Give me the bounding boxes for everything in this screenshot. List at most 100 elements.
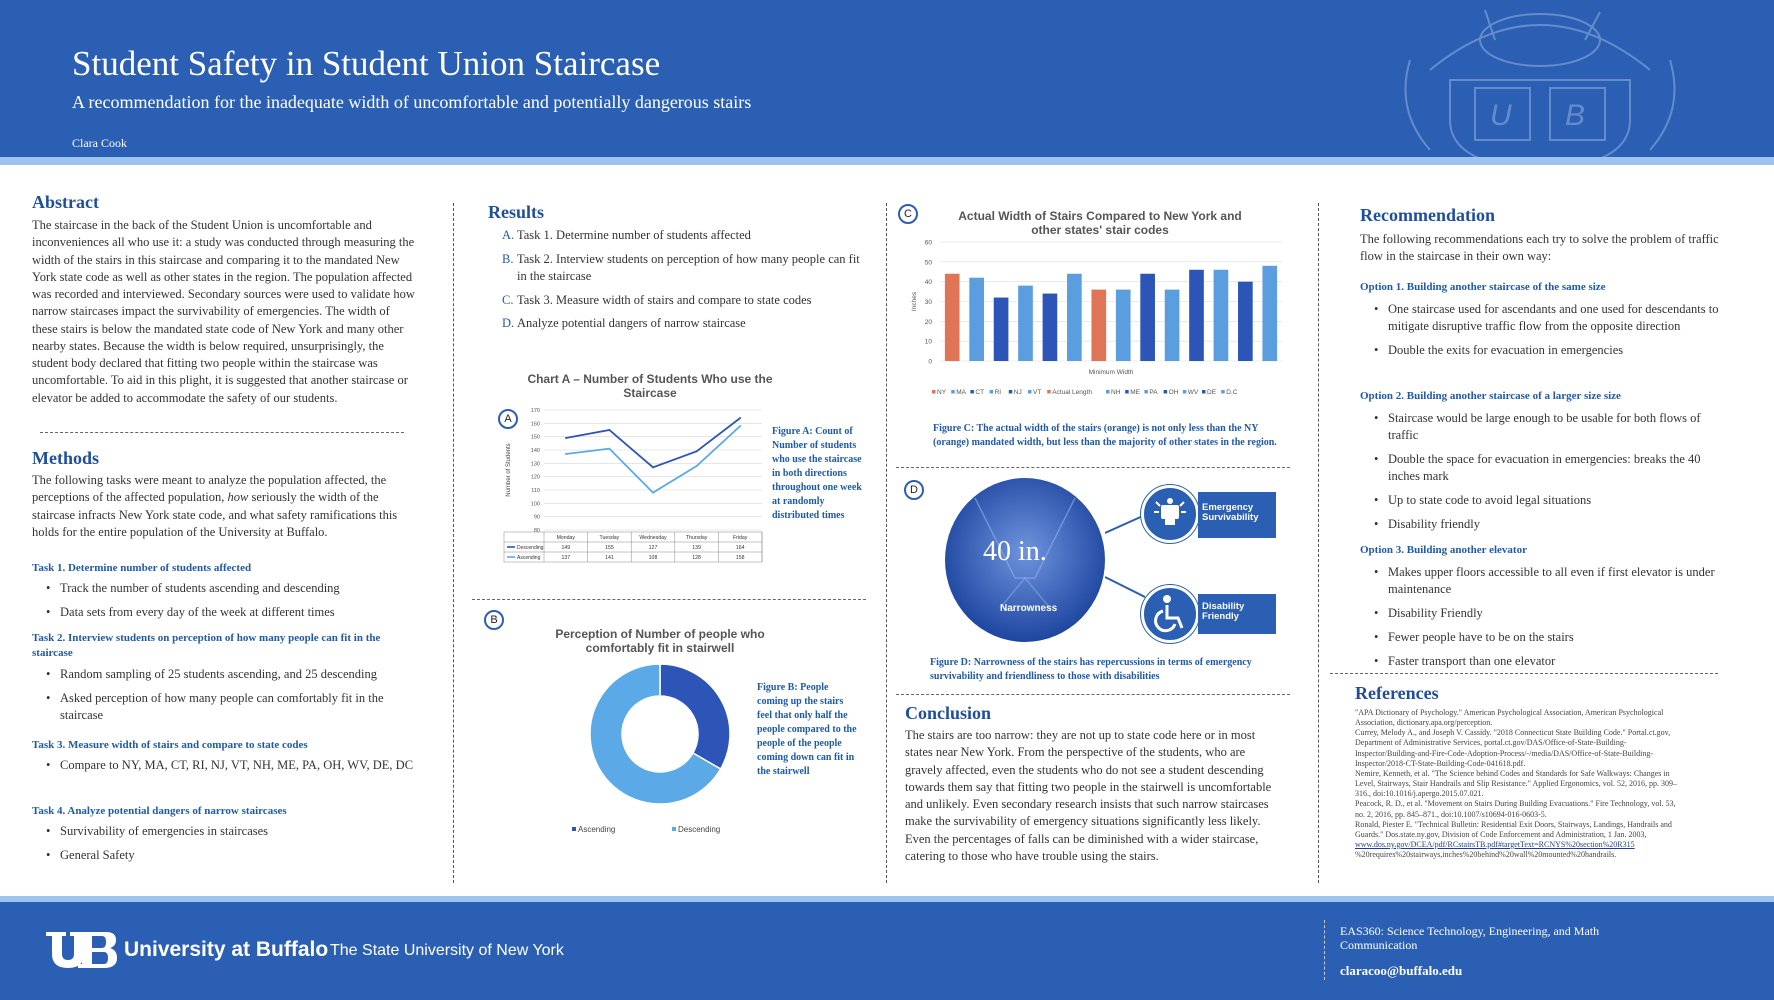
option-2: Option 2. Building another staircase of … <box>1360 389 1720 540</box>
chart-c-bar-pa <box>1164 289 1180 361</box>
chart-c-bar-ri <box>1018 285 1033 361</box>
chart-c-bar-wv <box>1213 269 1229 361</box>
abstract-heading: Abstract <box>32 192 99 212</box>
chart-a-table-value: 149 <box>561 545 570 551</box>
course-name: EAS360: Science Technology, Engineering,… <box>1340 924 1600 953</box>
figure-c-marker: C <box>898 204 918 224</box>
chart-c-legend-label: D.C <box>1226 389 1238 396</box>
university-crest-watermark: U B <box>1404 9 1676 165</box>
chart-a-data-point <box>564 453 567 455</box>
author-name: Clara Cook <box>72 136 127 150</box>
chart-a-y-tick: 140 <box>531 448 540 454</box>
option-3-bullet: Disability Friendly <box>1360 605 1720 622</box>
svg-text:B: B <box>1565 99 1585 132</box>
chart-b-title: Perception of Number of people who comfo… <box>555 627 765 655</box>
emergency-survivability-label: Emergency Survivability <box>1198 492 1276 538</box>
chart-a-y-tick: 160 <box>531 421 540 427</box>
chart-b-slice-ascending <box>659 663 731 771</box>
chart-a-y-tick: 120 <box>531 475 540 481</box>
reference-entry: "APA Dictionary of Psychology." American… <box>1355 708 1664 728</box>
chart-c-bar-ma <box>969 277 984 361</box>
chart-c-legend-label: NJ <box>1014 389 1022 396</box>
chart-b-legend-label: Ascending <box>578 825 615 834</box>
chart-a-y-tick: 110 <box>531 488 540 494</box>
task-2-bullet: Asked perception of how many people can … <box>32 690 418 724</box>
chart-c-legend-swatch <box>1047 390 1051 394</box>
chart-c-x-axis-label: Minimum Width <box>1089 369 1134 376</box>
abstract-text: The staircase in the back of the Student… <box>32 218 415 405</box>
chart-b-donut-chart: Ascending Descending <box>572 663 731 834</box>
results-heading: Results <box>488 202 545 222</box>
chart-c-legend-swatch <box>989 390 994 394</box>
chart-a-x-tick: Monday <box>557 535 576 541</box>
chart-a-table-value: 164 <box>736 545 745 551</box>
reference-entry: Ronald, Piester E. "Technical Bulletin: … <box>1355 819 1672 839</box>
chart-c-legend-swatch <box>1008 390 1013 394</box>
figure-d-caption: Figure D: Narrowness of the stairs has r… <box>930 657 1252 682</box>
chart-c-y-tick: 40 <box>925 279 933 286</box>
chart-a-data-point <box>608 447 611 450</box>
option-3-title: Option 3. Building another elevator <box>1360 544 1527 556</box>
poster-title: Student Safety in Student Union Staircas… <box>72 44 661 83</box>
task-4-bullet: Survivability of emergencies in staircas… <box>32 823 418 840</box>
chart-c-bar-ct <box>993 297 1009 361</box>
abstract-divider <box>40 432 404 433</box>
results-item: C. Task 3. Measure width of stairs and co… <box>502 292 812 307</box>
task-4-title: Task 4. Analyze potential dangers of nar… <box>32 805 287 817</box>
task-3-title: Task 3. Measure width of stairs and comp… <box>32 739 308 751</box>
chart-c-legend-label: RI <box>995 389 1002 396</box>
stairwell-photo-graphic <box>945 478 1105 642</box>
chart-a-table-value: 127 <box>649 545 658 551</box>
chart-c-legend-label: MA <box>956 389 966 396</box>
narrowness-label: Narrowness <box>1000 603 1058 614</box>
results-item: A. Task 1. Determine number of students a… <box>502 228 751 242</box>
chart-a-data-point <box>652 491 654 494</box>
chart-a-data-point <box>739 425 742 427</box>
contact-email[interactable]: claracoo@buffalo.edu <box>1340 963 1463 978</box>
option-1-bullet: Double the exits for evacuation in emerg… <box>1360 342 1720 359</box>
chart-c-legend-label: WV <box>1188 389 1199 396</box>
option-1: Option 1. Building another staircase of … <box>1360 280 1720 366</box>
narrowness-circle: 40 in. Narrowness <box>945 478 1105 643</box>
option-2-bullet: Disability friendly <box>1360 516 1720 533</box>
footer-stripe <box>0 896 1774 902</box>
ub-logo-icon <box>46 932 117 968</box>
option-1-title: Option 1. Building another staircase of … <box>1360 281 1606 293</box>
task-3: Task 3. Measure width of stairs and comp… <box>32 738 418 781</box>
option-2-bullet: Staircase would be large enough to be us… <box>1360 410 1720 444</box>
chart-c-legend-label: PA <box>1149 389 1158 396</box>
chart-c-y-tick: 60 <box>925 240 933 247</box>
references-divider <box>1330 673 1718 674</box>
chart-c-bar-ny <box>944 273 960 361</box>
reference-link-tail: %20requires%20stairways,inches%20behind%… <box>1355 850 1617 860</box>
chart-a-legend-label: Ascending <box>517 555 541 561</box>
reference-link[interactable]: www.dos.ny.gov/DCEA/pdf/RCstairsTB.pdf#t… <box>1355 840 1635 850</box>
conclusion-text: The stairs are too narrow: they are not … <box>905 728 1272 863</box>
option-3-bullet: Makes upper floors accessible to all eve… <box>1360 564 1720 598</box>
chart-c-legend-swatch <box>1221 390 1225 394</box>
poster-footer: University at Buffalo The State Universi… <box>0 896 1774 1000</box>
references-heading: References <box>1355 683 1439 703</box>
chart-c-y-tick: 20 <box>925 319 933 326</box>
chart-b-legend-swatch <box>672 827 676 831</box>
results-item: B. Task 2. Interview students on percepti… <box>502 251 860 284</box>
chart-a-data-point <box>739 417 742 419</box>
chart-c-y-tick: 10 <box>925 339 933 346</box>
chart-c-bar-vt <box>1067 273 1082 361</box>
results-divider <box>472 599 866 600</box>
task-2-title: Task 2. Interview students on perception… <box>32 632 381 660</box>
figure-divider <box>896 467 1290 468</box>
chart-c-y-tick: 50 <box>925 259 933 266</box>
header-stripe <box>0 157 1774 165</box>
chart-c-y-axis-label: Inches <box>911 291 918 311</box>
footer-divider <box>1324 920 1325 980</box>
poster-header: U B Student Safety in Student Union Stai… <box>0 0 1774 165</box>
chart-a-series-line-ascending <box>565 425 741 494</box>
option-2-bullet: Double the space for evacuation in emerg… <box>1360 451 1720 485</box>
chart-a-data-point <box>695 450 698 453</box>
disability-friendly-label: Disability Friendly <box>1198 594 1276 634</box>
wheelchair-icon <box>1141 585 1199 643</box>
chart-a-table-value: 158 <box>736 555 745 561</box>
methods-intro: The following tasks were meant to analyz… <box>32 473 398 539</box>
chart-a-y-tick: 100 <box>531 501 540 507</box>
